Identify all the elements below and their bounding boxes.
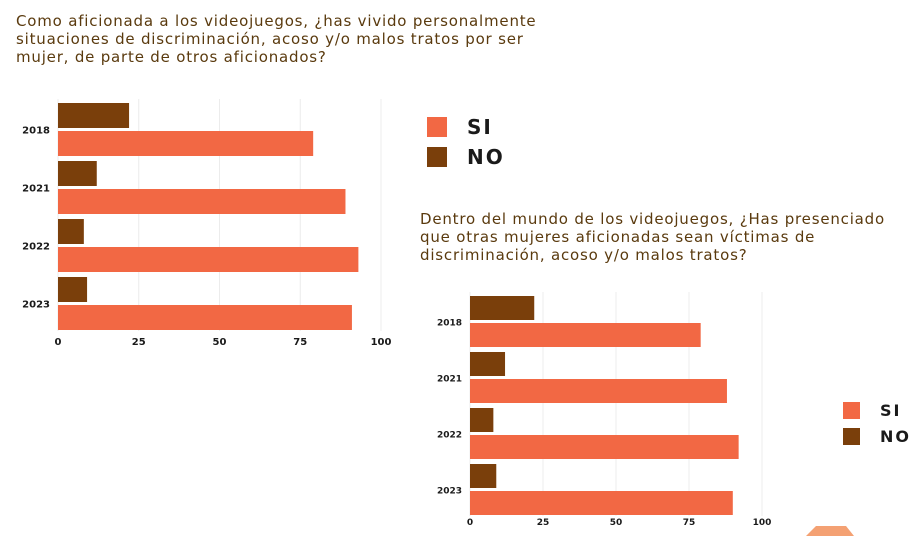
x-tick-label: 0	[55, 337, 62, 348]
bar-no	[470, 296, 535, 320]
bar-si	[470, 435, 739, 459]
legend-label-si: SI	[880, 400, 902, 420]
legend-swatch-si	[843, 401, 860, 419]
x-tick-label: 0	[467, 518, 473, 528]
y-category-label: 2023	[22, 300, 50, 311]
bar-si	[58, 305, 352, 330]
y-category-label: 2018	[437, 319, 462, 329]
chart1-legend: SI NO	[427, 112, 505, 172]
bar-no	[58, 161, 97, 186]
x-tick-label: 50	[610, 518, 623, 528]
x-tick-label: 25	[537, 518, 550, 528]
legend-item-si: SI	[843, 397, 911, 423]
chart1-title: Como aficionada a los videojuegos, ¿has …	[16, 12, 537, 66]
x-tick-label: 100	[371, 337, 392, 348]
bar-si	[58, 247, 359, 272]
bar-no	[470, 408, 494, 432]
x-tick-label: 75	[683, 518, 696, 528]
y-category-label: 2021	[22, 184, 50, 195]
x-tick-label: 25	[132, 337, 146, 348]
legend-label-no: NO	[880, 426, 911, 446]
bar-no	[58, 277, 88, 302]
legend-item-no: NO	[843, 423, 911, 449]
bar-si	[470, 323, 701, 347]
legend-swatch-si	[427, 117, 447, 137]
x-tick-label: 100	[753, 518, 772, 528]
legend-label-no: NO	[467, 145, 505, 169]
y-category-label: 2021	[437, 375, 462, 385]
bar-no	[58, 103, 130, 128]
x-tick-label: 75	[293, 337, 307, 348]
x-tick-label: 50	[213, 337, 227, 348]
y-category-label: 2022	[22, 242, 50, 253]
bar-no	[470, 464, 497, 488]
y-category-label: 2022	[437, 431, 462, 441]
bar-si	[58, 131, 314, 156]
bar-si	[470, 491, 733, 515]
legend-item-si: SI	[427, 112, 505, 142]
bar-no	[58, 219, 84, 244]
decorative-shape	[806, 526, 854, 536]
bar-no	[470, 352, 506, 376]
y-category-label: 2018	[22, 126, 50, 137]
bar-si	[470, 379, 727, 403]
chart2-title: Dentro del mundo de los videojuegos, ¿Ha…	[420, 210, 885, 264]
chart2-legend: SI NO	[843, 397, 911, 449]
legend-label-si: SI	[467, 115, 493, 139]
bar-si	[58, 189, 346, 214]
legend-swatch-no	[427, 147, 447, 167]
y-category-label: 2023	[437, 487, 462, 497]
legend-item-no: NO	[427, 142, 505, 172]
legend-swatch-no	[843, 427, 860, 445]
